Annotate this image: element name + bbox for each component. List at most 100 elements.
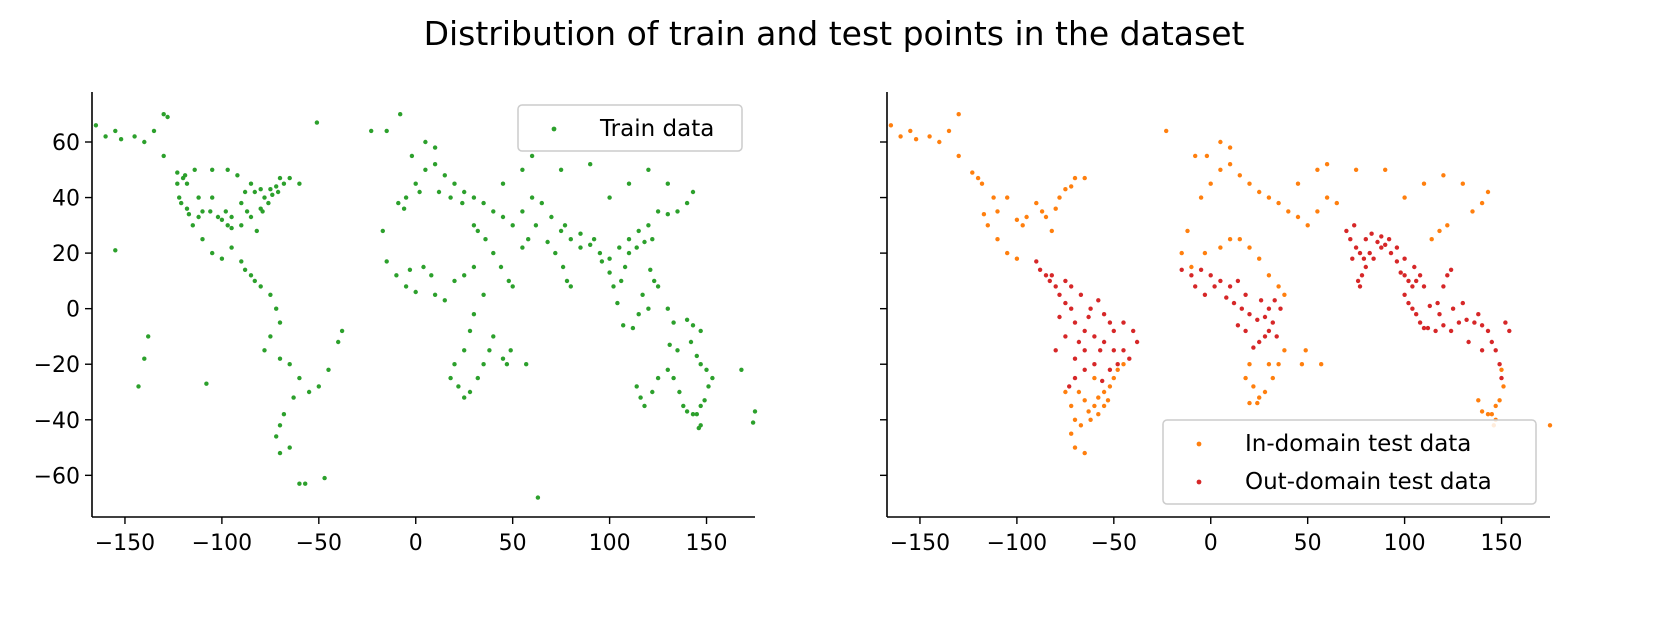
scatter-point (471, 223, 477, 228)
scatter-point (652, 278, 657, 284)
scatter-point (165, 114, 170, 120)
scatter-point (1425, 325, 1431, 331)
scatter-point (1179, 267, 1184, 272)
x-tick-label: 150 (686, 531, 728, 556)
scatter-point (1096, 395, 1101, 400)
scatter-point (1105, 398, 1111, 403)
scatter-point (417, 189, 422, 195)
scatter-point (650, 389, 655, 395)
y-tick-label: −40 (34, 409, 80, 434)
scatter-point (287, 175, 292, 181)
scatter-point (626, 181, 632, 186)
scatter-point (704, 367, 709, 372)
scatter-point (281, 181, 287, 186)
scatter-point (1334, 200, 1340, 206)
scatter-point (1115, 362, 1120, 367)
scatter-point (336, 339, 341, 345)
scatter-point (239, 223, 244, 228)
scatter-point (1379, 245, 1384, 250)
scatter-point (506, 278, 511, 284)
scatter-point (1235, 323, 1241, 328)
scatter-point (1417, 273, 1423, 278)
scatter-point (432, 162, 438, 167)
scatter-point (698, 362, 703, 367)
legend: In-domain test data Out-domain test data (1162, 419, 1537, 505)
scatter-point (1363, 264, 1369, 270)
scatter-point (675, 348, 680, 353)
y-tick-label: 60 (52, 131, 80, 156)
scatter-point (1082, 450, 1087, 456)
scatter-point (1476, 398, 1481, 403)
scatter-point (1208, 181, 1213, 186)
scatter-point (339, 328, 345, 334)
scatter-point (1410, 306, 1415, 311)
scatter-point (1406, 300, 1411, 306)
scatter-point (1357, 284, 1363, 289)
scatter-point (1198, 195, 1204, 200)
scatter-point (235, 173, 240, 178)
scatter-point (607, 195, 612, 200)
scatter-point (1237, 173, 1243, 178)
scatter-point (1319, 362, 1324, 367)
scatter-point (1111, 328, 1117, 334)
legend: Train data (517, 104, 743, 152)
scatter-point (1053, 284, 1058, 289)
x-tick-label: −100 (987, 531, 1047, 556)
scatter-point (1063, 389, 1068, 395)
scatter-point (611, 284, 616, 289)
scatter-point (1227, 162, 1233, 167)
scatter-point (1034, 200, 1039, 206)
scatter-point (1266, 328, 1272, 334)
scatter-point (462, 395, 467, 400)
scatter-point (161, 112, 166, 117)
scatter-point (1092, 375, 1097, 381)
scatter-point (483, 237, 488, 242)
scatter-point (1115, 367, 1120, 372)
scatter-point (1383, 167, 1388, 172)
scatter-point (471, 312, 477, 317)
scatter-point (655, 209, 661, 214)
scatter-point (508, 348, 513, 353)
scatter-point (498, 264, 504, 270)
scatter-point (277, 450, 283, 456)
scatter-point (634, 245, 639, 250)
scatter-point (1024, 214, 1029, 220)
scatter-point (1243, 375, 1248, 381)
scatter-point (1479, 409, 1485, 414)
scatter-point (1448, 328, 1454, 334)
scatter-point (665, 181, 670, 186)
scatter-point (277, 423, 283, 428)
scatter-point (1406, 278, 1411, 284)
scatter-point (1493, 403, 1498, 409)
scatter-point (452, 362, 457, 367)
x-tick-label: −150 (890, 531, 950, 556)
scatter-point (1375, 239, 1380, 245)
scatter-point (1078, 292, 1084, 297)
scatter-point (266, 200, 271, 206)
scatter-point (1421, 284, 1427, 289)
scatter-point (487, 348, 492, 353)
scatter-point (1472, 320, 1477, 325)
scatter-point (1069, 431, 1074, 436)
scatter-point (1394, 259, 1400, 264)
scatter-point (946, 128, 952, 134)
scatter-point (1315, 167, 1320, 172)
scatter-point (208, 209, 213, 214)
scatter-point (146, 334, 151, 339)
scatter-point (452, 181, 457, 186)
scatter-point (274, 434, 279, 439)
scatter-point (210, 167, 215, 172)
scatter-point (696, 425, 701, 431)
scatter-point (248, 214, 254, 220)
scatter-point (175, 170, 180, 175)
scatter-point (1096, 412, 1101, 417)
scatter-point (1266, 306, 1272, 311)
scatter-point (151, 128, 157, 134)
scatter-point (927, 134, 932, 139)
scatter-point (671, 320, 676, 325)
scatter-point (975, 175, 981, 181)
scatter-point (1072, 356, 1078, 361)
scatter-point (1276, 284, 1281, 289)
scatter-point (588, 242, 593, 247)
scatter-point (1386, 237, 1392, 242)
